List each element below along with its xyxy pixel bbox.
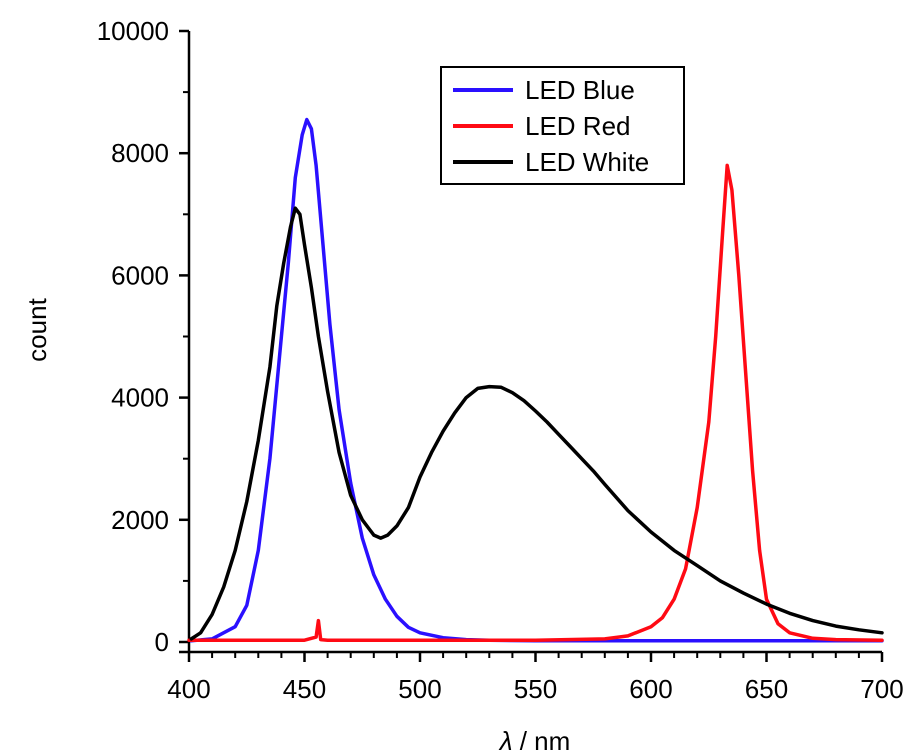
x-tick-label: 700 (860, 674, 903, 704)
y-tick-label: 6000 (111, 260, 169, 290)
x-axis-title-symbol: λ (498, 726, 513, 754)
axes: 0 2000 4000 6000 8000 10000 400 450 500 550 600 650… (97, 16, 904, 704)
x-tick-label: 550 (514, 674, 557, 704)
legend: LED Blue LED Red LED White (440, 66, 685, 185)
y-tick-label: 0 (155, 627, 169, 657)
y-tick-label: 2000 (111, 505, 169, 535)
series-layer (187, 117, 884, 643)
y-tick-label: 4000 (111, 383, 169, 413)
x-axis-title-unit: / nm (513, 726, 571, 754)
series-line-led-red (187, 163, 884, 642)
x-tick-label: 500 (398, 674, 441, 704)
y-tick-label: 8000 (111, 138, 169, 168)
y-axis-title: count (22, 297, 52, 361)
x-tick-label: 600 (629, 674, 672, 704)
x-tick-label: 650 (745, 674, 788, 704)
legend-label: LED White (525, 147, 649, 177)
x-tick-label: 400 (167, 674, 210, 704)
x-tick-label: 450 (283, 674, 326, 704)
legend-label: LED Red (525, 111, 631, 141)
legend-label: LED Blue (525, 75, 635, 105)
series-line-led-blue (189, 117, 884, 643)
series-line-led-white (189, 206, 884, 641)
x-axis-title: λ / nm (498, 726, 571, 754)
y-tick-label: 10000 (97, 16, 169, 46)
